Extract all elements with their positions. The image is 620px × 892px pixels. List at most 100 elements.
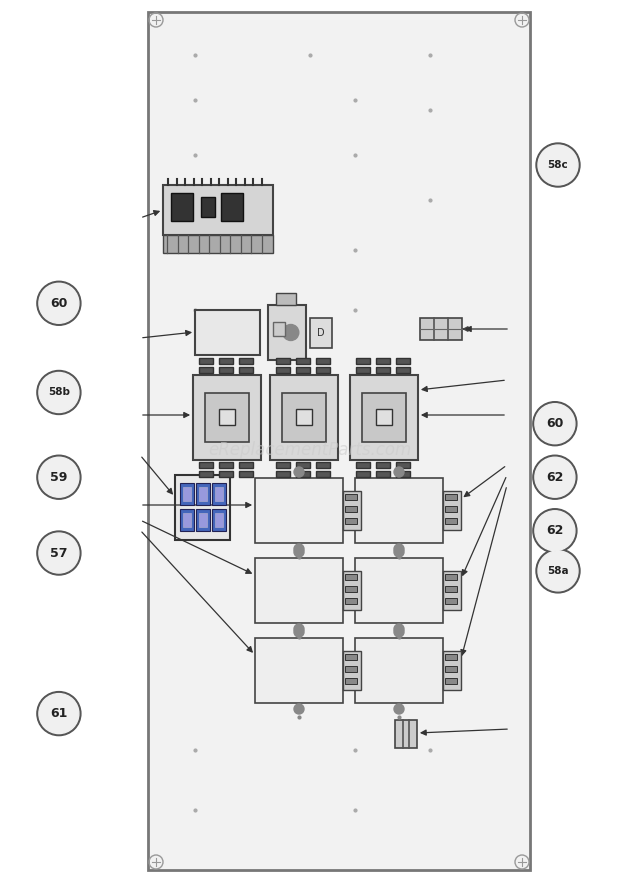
Bar xyxy=(195,310,260,355)
Bar xyxy=(296,367,310,373)
Text: 59: 59 xyxy=(50,471,68,483)
Bar xyxy=(345,517,357,524)
Bar xyxy=(219,367,233,373)
Circle shape xyxy=(283,325,299,341)
Bar xyxy=(163,185,273,235)
Circle shape xyxy=(37,455,81,500)
Circle shape xyxy=(39,533,79,573)
Circle shape xyxy=(533,455,577,500)
Bar xyxy=(276,358,290,364)
Bar xyxy=(219,358,233,364)
Bar xyxy=(296,409,312,425)
Text: 62: 62 xyxy=(546,471,564,483)
Bar xyxy=(445,666,457,672)
Bar xyxy=(396,471,410,477)
Bar xyxy=(255,558,343,623)
Bar xyxy=(276,462,290,468)
Circle shape xyxy=(535,404,575,443)
Circle shape xyxy=(37,531,81,575)
Bar xyxy=(196,483,210,505)
Bar xyxy=(355,638,443,703)
Bar xyxy=(212,509,226,531)
Circle shape xyxy=(39,373,79,412)
Bar xyxy=(445,517,457,524)
Bar xyxy=(345,678,357,683)
Text: eReplacementParts.com: eReplacementParts.com xyxy=(208,441,412,459)
Bar xyxy=(345,598,357,604)
Bar xyxy=(215,487,223,501)
Text: 58a: 58a xyxy=(547,566,569,576)
Circle shape xyxy=(294,627,304,637)
Bar xyxy=(376,462,390,468)
Bar xyxy=(221,193,243,221)
Bar xyxy=(345,506,357,512)
Bar xyxy=(356,471,370,477)
Bar xyxy=(215,513,223,527)
Bar xyxy=(443,651,461,690)
Bar xyxy=(148,12,530,870)
Bar xyxy=(183,513,191,527)
Bar xyxy=(239,358,253,364)
Bar xyxy=(445,574,457,581)
Bar xyxy=(239,367,253,373)
Circle shape xyxy=(536,143,580,187)
Circle shape xyxy=(394,547,404,557)
Circle shape xyxy=(39,694,79,733)
Bar xyxy=(316,367,330,373)
Bar xyxy=(316,462,330,468)
Bar xyxy=(239,462,253,468)
Circle shape xyxy=(37,370,81,415)
Bar xyxy=(255,478,343,543)
Bar xyxy=(219,409,235,425)
Circle shape xyxy=(538,551,578,591)
Text: 62: 62 xyxy=(546,524,564,537)
Bar xyxy=(196,509,210,531)
Bar xyxy=(345,574,357,581)
Bar xyxy=(219,471,233,477)
Circle shape xyxy=(294,704,304,714)
Bar xyxy=(199,513,207,527)
Bar xyxy=(350,375,418,460)
Circle shape xyxy=(533,508,577,553)
Bar xyxy=(445,494,457,500)
Circle shape xyxy=(535,511,575,550)
Circle shape xyxy=(394,467,404,477)
Bar xyxy=(356,367,370,373)
Bar xyxy=(376,358,390,364)
Bar xyxy=(376,367,390,373)
Bar xyxy=(296,462,310,468)
Bar xyxy=(199,358,213,364)
Bar xyxy=(316,358,330,364)
Bar xyxy=(175,475,230,540)
Bar xyxy=(355,558,443,623)
Bar xyxy=(282,393,326,442)
Bar xyxy=(345,666,357,672)
Bar xyxy=(273,321,285,335)
Bar xyxy=(445,654,457,660)
Bar xyxy=(268,305,306,360)
Text: 60: 60 xyxy=(50,297,68,310)
Bar xyxy=(356,358,370,364)
Text: D: D xyxy=(317,328,325,338)
Bar xyxy=(376,471,390,477)
Circle shape xyxy=(533,401,577,446)
Circle shape xyxy=(39,284,79,323)
Circle shape xyxy=(294,467,304,477)
Bar xyxy=(205,393,249,442)
Bar xyxy=(396,462,410,468)
Bar xyxy=(445,678,457,683)
Bar xyxy=(180,483,194,505)
Bar xyxy=(343,571,361,610)
Bar xyxy=(296,358,310,364)
Circle shape xyxy=(536,549,580,593)
Bar xyxy=(443,491,461,530)
Bar xyxy=(270,375,338,460)
Bar xyxy=(345,586,357,592)
Circle shape xyxy=(294,547,304,557)
Circle shape xyxy=(394,624,404,634)
Bar xyxy=(296,471,310,477)
Bar xyxy=(199,487,207,501)
Bar xyxy=(212,483,226,505)
Circle shape xyxy=(37,281,81,326)
Bar xyxy=(396,358,410,364)
